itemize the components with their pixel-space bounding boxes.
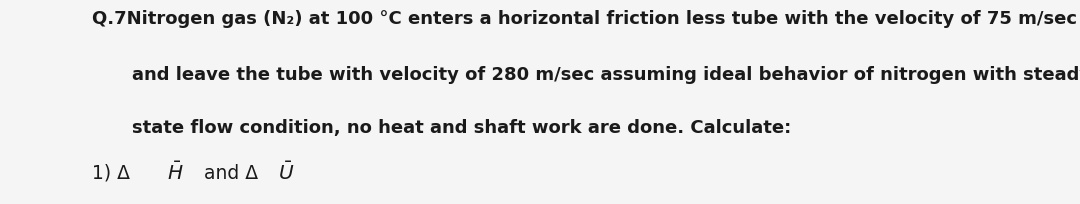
Text: 1) Δ: 1) Δ (92, 163, 130, 182)
Text: state flow condition, no heat and shaft work are done. Calculate:: state flow condition, no heat and shaft … (132, 118, 791, 136)
Text: and Δ: and Δ (198, 163, 258, 182)
Text: $\bar{H}$: $\bar{H}$ (167, 161, 184, 183)
Text: Q.7Nitrogen gas (N₂) at 100 °C enters a horizontal friction less tube with the v: Q.7Nitrogen gas (N₂) at 100 °C enters a … (92, 10, 1077, 28)
Text: $\bar{U}$: $\bar{U}$ (278, 161, 294, 183)
Text: and leave the tube with velocity of 280 m/sec assuming ideal behavior of nitroge: and leave the tube with velocity of 280 … (132, 65, 1080, 83)
